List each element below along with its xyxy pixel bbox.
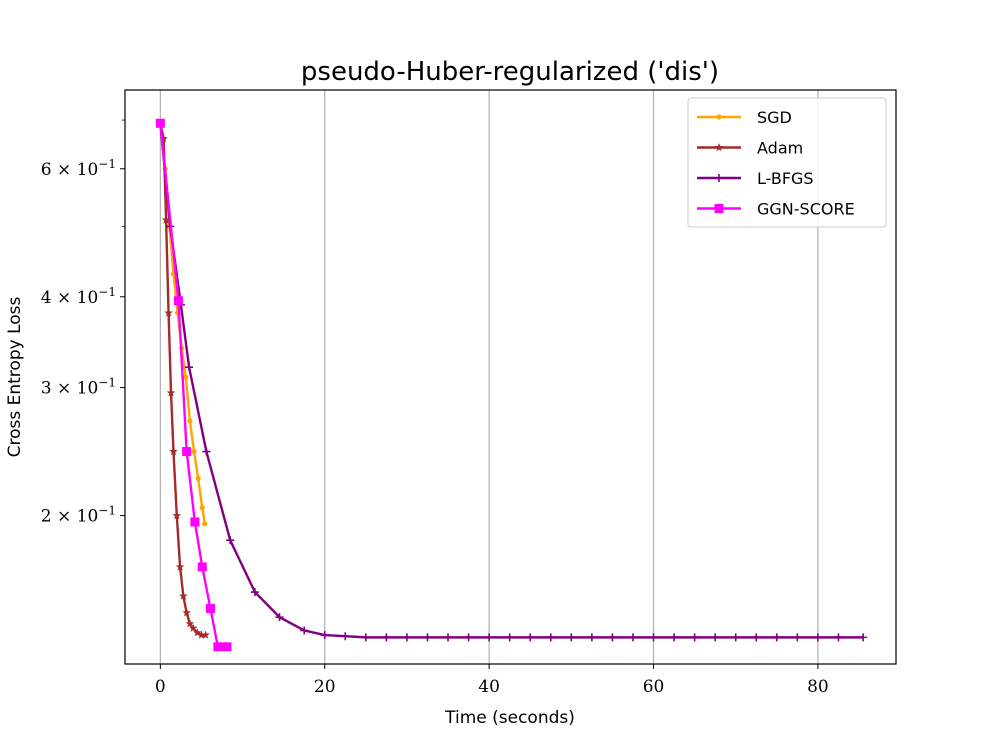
axes-frame (124, 89, 897, 665)
data-point-ggn-score (222, 642, 232, 652)
data-point-sgd (202, 521, 208, 527)
data-point-l-bfgs (526, 633, 535, 642)
data-point-l-bfgs (567, 633, 576, 642)
data-point-adam (172, 511, 182, 520)
data-point-l-bfgs (320, 631, 329, 640)
series-line-ggn-score (159, 123, 227, 648)
data-point-l-bfgs (361, 633, 370, 642)
data-point-adam (182, 608, 191, 617)
data-point-l-bfgs (485, 633, 494, 642)
data-point-adam (164, 308, 173, 317)
data-point-l-bfgs (444, 633, 453, 642)
legend-marker (714, 143, 724, 152)
data-point-l-bfgs (300, 626, 309, 635)
data-point-sgd (195, 475, 201, 482)
data-point-ggn-score (205, 604, 215, 614)
data-point-ggn-score (213, 642, 223, 652)
data-point-sgd (191, 448, 197, 455)
legend-marker (715, 174, 723, 182)
data-point-adam (166, 388, 176, 397)
data-point-l-bfgs (587, 633, 596, 642)
data-point-adam (188, 623, 198, 632)
data-point-l-bfgs (275, 613, 284, 622)
data-point-l-bfgs (341, 632, 350, 641)
legend-item-l-bfgs: L-BFGS (697, 169, 814, 188)
data-point-sgd (199, 505, 205, 511)
data-point-adam (179, 591, 188, 600)
series-layer (155, 118, 868, 652)
data-point-l-bfgs (202, 447, 211, 456)
data-point-l-bfgs (772, 633, 781, 642)
data-point-l-bfgs (546, 633, 555, 642)
x-tick-label: 80 (807, 677, 829, 697)
data-point-l-bfgs (859, 633, 868, 642)
data-point-l-bfgs (813, 633, 822, 642)
data-point-l-bfgs (670, 633, 679, 642)
legend-label: Adam (757, 139, 803, 158)
data-point-l-bfgs (690, 633, 699, 642)
data-point-l-bfgs (834, 633, 843, 642)
legend-marker (716, 114, 722, 120)
legend-item-adam: Adam (697, 139, 803, 158)
data-point-l-bfgs (649, 633, 658, 642)
data-point-ggn-score (182, 447, 192, 457)
data-point-l-bfgs (423, 633, 432, 642)
legend-item-ggn-score: GGN-SCORE (697, 200, 855, 219)
data-point-adam (159, 134, 168, 143)
data-point-l-bfgs (752, 633, 761, 642)
y-tick-label: 2 × 10−1 (41, 504, 116, 527)
data-point-ggn-score (173, 296, 183, 306)
data-point-adam (161, 215, 171, 224)
legend-marker (714, 204, 724, 213)
data-point-ggn-score (190, 517, 200, 527)
data-point-sgd (183, 374, 189, 380)
data-point-l-bfgs (608, 633, 617, 642)
data-point-l-bfgs (505, 633, 514, 642)
data-point-l-bfgs (711, 633, 720, 642)
x-tick-label: 20 (314, 677, 336, 697)
data-point-l-bfgs (464, 633, 473, 642)
data-point-l-bfgs (628, 633, 637, 642)
chart-title: pseudo-Huber-regularized ('dis') (301, 57, 719, 87)
legend: SGD Adam L-BFGS GGN-SCORE (687, 97, 887, 228)
y-tick-label: 4 × 10−1 (41, 285, 116, 308)
x-tick-label: 0 (155, 677, 166, 697)
data-point-adam (201, 630, 210, 639)
data-point-adam (185, 619, 195, 628)
data-point-l-bfgs (226, 536, 235, 545)
x-tick-label: 40 (478, 677, 500, 697)
data-point-ggn-score (155, 118, 165, 128)
data-point-l-bfgs (185, 363, 194, 372)
y-tick-label: 3 × 10−1 (41, 376, 116, 399)
legend-label: GGN-SCORE (757, 200, 855, 219)
data-point-adam (175, 562, 185, 571)
y-axis-label: Cross Entropy Loss (5, 296, 25, 457)
data-point-l-bfgs (402, 633, 411, 642)
data-point-l-bfgs (793, 633, 802, 642)
data-point-adam (169, 447, 178, 456)
data-point-sgd (187, 418, 193, 424)
x-axis-label: Time (seconds) (444, 708, 575, 728)
series-ggn-score (155, 118, 232, 652)
legend-box (687, 97, 887, 228)
data-point-ggn-score (197, 562, 207, 572)
data-point-adam (197, 630, 206, 639)
legend-label: L-BFGS (757, 169, 814, 188)
data-point-adam (193, 628, 202, 637)
legend-label: SGD (757, 108, 792, 127)
grid-lines (159, 90, 819, 664)
x-tick-label: 60 (643, 677, 665, 697)
y-tick-label: 6 × 10−1 (41, 157, 116, 180)
data-point-l-bfgs (250, 588, 259, 597)
data-point-l-bfgs (731, 633, 740, 642)
legend-item-sgd: SGD (697, 108, 792, 127)
data-point-l-bfgs (382, 633, 391, 642)
axis-ticks: 0 20 40 60 80 2 × 10−1 3 × 10−1 4 × 10−1 6 × 10−… (41, 119, 829, 697)
